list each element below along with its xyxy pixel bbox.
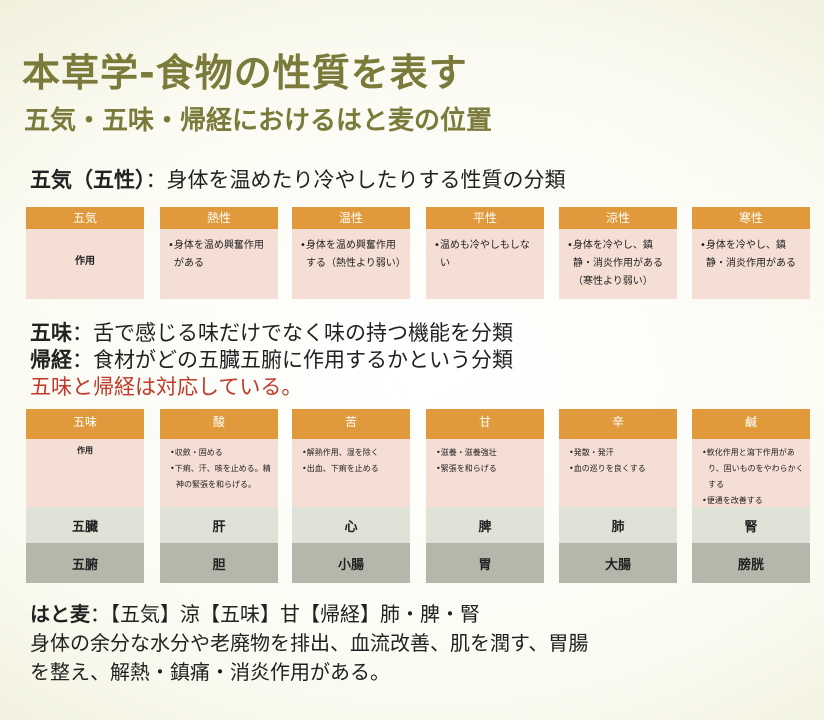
- hatomugi-line: はと麦：【五気】涼【五味】甘【帰経】肺・脾・腎: [30, 598, 480, 627]
- goki-body-4: •身体を冷やし、鎮静・消炎作用がある（寒性より弱い）: [559, 229, 677, 299]
- goki-desc-item: •身体を冷やし、鎮静・消炎作用がある（寒性より弱い）: [567, 240, 663, 287]
- kikei-line: 帰経：食材がどの五臓五腑に作用するかという分類: [30, 344, 513, 374]
- goki-header-4: 涼性: [559, 207, 677, 229]
- goki-header-0: 五気: [26, 207, 144, 229]
- fu-organ-1: 胆: [160, 543, 278, 583]
- gomi-header-5: 鹹: [692, 409, 810, 439]
- gomi-desc-item: •収斂・固める: [170, 448, 223, 457]
- fu-organ-4: 大腸: [559, 543, 677, 583]
- goki-header-3: 平性: [426, 207, 544, 229]
- gomi-desc-item: •解熱作用、湿を除く: [302, 448, 379, 457]
- gomi-header-4: 辛: [559, 409, 677, 439]
- gomi-desc-item: •軟化作用と瀉下作用があり、固いものをやわらかくする: [702, 448, 804, 489]
- gomi-body-2: •解熱作用、湿を除く •出血、下痢を止める: [292, 439, 410, 507]
- gomi-desc-item: •便通を改善する: [702, 496, 763, 505]
- page-title: 本草学-食物の性質を表す: [22, 51, 468, 95]
- note-line: 五味と帰経は対応している。: [30, 375, 303, 399]
- goki-row-label: 作用: [75, 256, 95, 267]
- kikei-term: 帰経: [30, 348, 72, 372]
- gomi-body-1: •収斂・固める •下痢、汗、咳を止める。精神の緊張を和らげる。: [160, 439, 278, 507]
- fu-organ-0: 五腑: [26, 543, 144, 583]
- kikei-desc: ：食材がどの五臓五腑に作用するかという分類: [72, 348, 513, 372]
- goki-line: 五気（五性）：身体を温めたり冷やしたりする性質の分類: [30, 164, 566, 194]
- goki-desc-item: •温めも冷やしもしない: [434, 240, 530, 269]
- goki-desc: ：身体を温めたり冷やしたりする性質の分類: [145, 168, 566, 192]
- goki-desc-item: •身体を冷やし、鎮静・消炎作用がある: [700, 240, 796, 269]
- gomi-body-5: •軟化作用と瀉下作用があり、固いものをやわらかくする •便通を改善する: [692, 439, 810, 507]
- effect-line-1: 身体の余分な水分や老廃物を排出、血流改善、肌を潤す、胃腸: [30, 631, 589, 655]
- gomi-header-2: 苦: [292, 409, 410, 439]
- goki-header-2: 温性: [292, 207, 410, 229]
- gomi-term: 五味: [30, 321, 72, 345]
- gomi-line: 五味：舌で感じる味だけでなく味の持つ機能を分類: [30, 317, 513, 347]
- fu-organ-3: 胃: [426, 543, 544, 583]
- gomi-body-4: •発散・発汗 •血の巡りを良くする: [559, 439, 677, 507]
- goki-desc-item: •身体を温め興奮作用がある: [168, 240, 264, 269]
- goki-body-3: •温めも冷やしもしない: [426, 229, 544, 299]
- effect-line-2: を整え、解熱・鎮痛・消炎作用がある。: [30, 660, 390, 684]
- zang-organ-1: 肝: [160, 507, 278, 543]
- gomi-desc-item: •下痢、汗、咳を止める。精神の緊張を和らげる。: [170, 464, 271, 489]
- gomi-desc-item: •発散・発汗: [569, 448, 614, 457]
- zang-organ-3: 脾: [426, 507, 544, 543]
- goki-body-1: •身体を温め興奮作用がある: [160, 229, 278, 299]
- fu-organ-2: 小腸: [292, 543, 410, 583]
- goki-body-5: •身体を冷やし、鎮静・消炎作用がある: [692, 229, 810, 299]
- gomi-desc-item: •血の巡りを良くする: [569, 464, 646, 473]
- gomi-header-1: 酸: [160, 409, 278, 439]
- hatomugi-desc: ：【五気】涼【五味】甘【帰経】肺・脾・腎: [90, 602, 480, 626]
- fu-organ-5: 膀胱: [692, 543, 810, 583]
- zang-organ-5: 腎: [692, 507, 810, 543]
- goki-body-2: •身体を温め興奮作用する（熱性より弱い）: [292, 229, 410, 299]
- zang-organ-0: 五臓: [26, 507, 144, 543]
- zang-organ-2: 心: [292, 507, 410, 543]
- goki-desc-item: •身体を温め興奮作用する（熱性より弱い）: [300, 240, 406, 269]
- goki-body-0: 作用: [26, 229, 144, 299]
- goki-header-5: 寒性: [692, 207, 810, 229]
- gomi-body-3: •滋養・滋養強壮 •緊張を和らげる: [426, 439, 544, 507]
- gomi-desc-item: •緊張を和らげる: [436, 464, 497, 473]
- hatomugi-term: はと麦: [30, 602, 90, 626]
- gomi-header-3: 甘: [426, 409, 544, 439]
- goki-term: 五気（五性）: [30, 168, 146, 192]
- page-subtitle: 五気・五味・帰経におけるはと麦の位置: [24, 106, 493, 136]
- gomi-row-label: 作用: [77, 446, 93, 455]
- zang-organ-4: 肺: [559, 507, 677, 543]
- gomi-desc-item: •出血、下痢を止める: [302, 464, 379, 473]
- gomi-header-0: 五味: [26, 409, 144, 439]
- goki-header-1: 熱性: [160, 207, 278, 229]
- gomi-desc: ：舌で感じる味だけでなく味の持つ機能を分類: [72, 321, 513, 345]
- gomi-desc-item: •滋養・滋養強壮: [436, 448, 497, 457]
- gomi-body-0: 作用: [26, 439, 144, 507]
